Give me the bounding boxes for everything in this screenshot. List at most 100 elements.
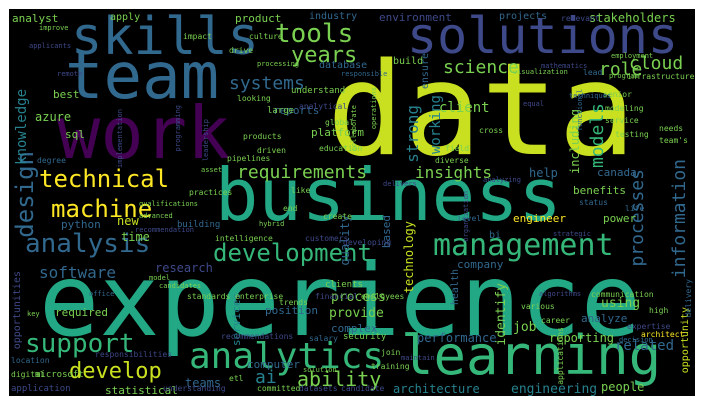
word-machine: machine	[51, 195, 153, 223]
word-development: development	[213, 239, 372, 267]
word-application: application	[11, 384, 71, 394]
word-performance: performance	[417, 331, 497, 345]
word-program: program	[609, 72, 639, 80]
word-skills: skills	[71, 9, 259, 67]
word-pipelines: pipelines	[227, 154, 271, 163]
word-global: global	[325, 118, 354, 127]
word-management: management	[433, 228, 614, 263]
word-developing: developing	[343, 238, 392, 247]
word-ability: ability	[297, 367, 382, 391]
word-understand: understand	[291, 86, 346, 96]
word-salary: salary	[309, 334, 338, 343]
word-visualization: visualization	[513, 68, 568, 76]
word-products: products	[243, 132, 282, 141]
word-best: best	[53, 88, 80, 101]
word-teams-possessive: team's	[659, 136, 688, 145]
word-advanced: advanced	[139, 212, 173, 220]
word-large: large	[267, 106, 295, 116]
word-apply: apply	[110, 12, 141, 23]
word-analyst: analyst	[12, 12, 59, 25]
word-support: support	[25, 329, 135, 359]
word-engineering: engineering	[511, 382, 598, 396]
word-knowledge: knowledge	[14, 89, 30, 165]
word-teams: teams	[185, 376, 222, 390]
word-solution: solution	[303, 366, 337, 374]
word-various: various	[521, 302, 555, 311]
word-tools: tools	[275, 19, 354, 49]
word-employees: employees	[361, 292, 405, 301]
word-canada: canada	[597, 166, 637, 179]
word-solutions: solutions	[407, 9, 678, 65]
word-statistical: statistical	[105, 384, 178, 396]
word-help: help	[529, 166, 558, 180]
word-reports: reports	[273, 104, 320, 117]
word-environment: environment	[379, 11, 452, 24]
word-ensure: ensure	[420, 53, 431, 90]
word-mathematics: mathematics	[541, 62, 588, 70]
word-years: years	[291, 43, 358, 68]
word-field: field	[445, 144, 470, 153]
word-microsoft: microsoft	[35, 370, 84, 380]
word-hybrid: hybrid	[259, 220, 285, 228]
word-strong: strong	[403, 105, 422, 163]
word-status: status	[579, 198, 608, 207]
word-analytics: analytics	[189, 336, 385, 377]
word-power: power	[603, 212, 637, 225]
word-technology: technology	[402, 221, 416, 294]
word-work: work	[57, 91, 231, 175]
word-service: service	[605, 116, 639, 125]
word-improve: improve	[39, 24, 69, 32]
word-complex: complex	[331, 322, 378, 335]
word-life: life	[625, 204, 645, 213]
word-implementation: implementation	[116, 109, 124, 169]
word-algorithms: algorithms	[539, 290, 582, 298]
word-trends: trends	[279, 298, 308, 307]
word-sql: sql	[65, 128, 85, 141]
word-join: join	[381, 348, 401, 357]
word-health: health	[450, 269, 461, 306]
word-candidate: candidate	[341, 384, 385, 393]
word-architecture: architecture	[393, 382, 480, 396]
word-analysis: analysis	[25, 229, 151, 259]
word-ai: ai	[255, 367, 277, 388]
word-research: research	[155, 261, 213, 275]
word-projects: projects	[499, 11, 548, 22]
word-high: high	[649, 306, 669, 315]
word-opportunities: opportunities	[12, 271, 23, 350]
word-asset: asset	[201, 166, 223, 174]
word-cross: cross	[479, 126, 504, 135]
word-analyze: analyze	[581, 312, 628, 325]
word-learning: learning	[401, 324, 662, 387]
word-office: office	[89, 290, 115, 298]
word-education: education	[319, 144, 363, 153]
word-information: information	[669, 159, 690, 279]
word-equal: equal	[523, 100, 545, 108]
word-understanding: understanding	[163, 384, 226, 393]
word-training: training	[371, 362, 410, 371]
word-product: product	[235, 12, 282, 25]
word-model: model	[149, 274, 171, 282]
word-datasets: datasets	[299, 384, 338, 393]
word-clients: clients	[325, 280, 363, 290]
word-related: related	[615, 338, 675, 354]
word-drive: drive	[229, 46, 254, 55]
word-cloud: cloud	[629, 53, 684, 74]
word-driven: driven	[257, 146, 286, 155]
word-engineer: engineer	[513, 212, 566, 225]
word-using: using	[601, 296, 641, 311]
word-client: client	[439, 100, 490, 116]
word-stakeholders: stakeholders	[589, 11, 676, 25]
word-testing: testing	[615, 130, 649, 139]
word-location: location	[11, 356, 50, 365]
word-techniques: techniques	[569, 92, 612, 100]
word-job: job	[513, 320, 537, 335]
word-applicants: applicants	[29, 42, 72, 50]
word-insights: insights	[415, 163, 493, 182]
word-responsible: responsible	[341, 70, 388, 78]
word-etl: etl	[229, 374, 244, 383]
word-modeling: modeling	[605, 104, 644, 113]
word-operations: operations	[370, 87, 378, 130]
word-role: role	[599, 59, 643, 80]
word-provide: provide	[329, 306, 384, 321]
word-recommendation: recommendation	[135, 226, 195, 234]
